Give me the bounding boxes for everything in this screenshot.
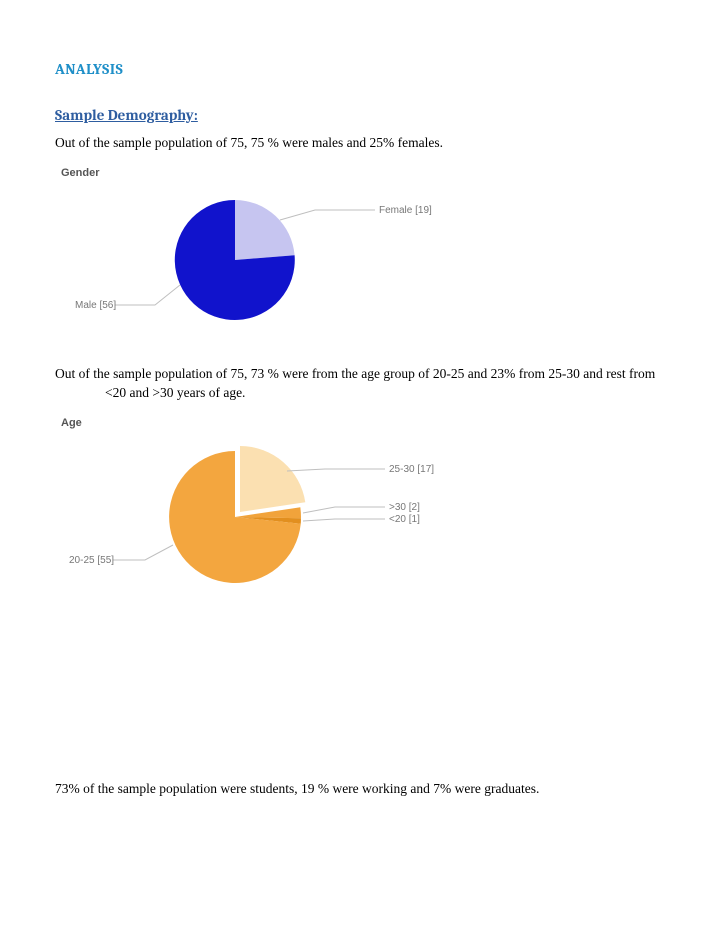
- leader-line: [303, 519, 385, 521]
- age-label-over30: >30 [2]: [389, 502, 420, 513]
- gender-label-female: Female [19]: [379, 205, 432, 216]
- leader-line: [280, 210, 375, 220]
- gender-pie-svg: Female [19] Male [56]: [55, 185, 475, 340]
- leader-line: [287, 469, 385, 471]
- age-label-20-25: 20-25 [55]: [69, 555, 114, 566]
- gender-label-male: Male [56]: [75, 300, 116, 311]
- paragraph-age: Out of the sample population of 75, 73 %…: [55, 365, 673, 403]
- age-label-25-30: 25-30 [17]: [389, 464, 434, 475]
- gender-chart-title: Gender: [61, 167, 673, 179]
- age-label-under20: <20 [1]: [389, 514, 420, 525]
- age-pie-svg: 25-30 [17] >30 [2] <20 [1] 20-25 [55]: [55, 435, 485, 605]
- paragraph-gender: Out of the sample population of 75, 75 %…: [55, 134, 673, 153]
- leader-line: [113, 545, 173, 560]
- paragraph-occupation: 73% of the sample population were studen…: [55, 780, 673, 799]
- leader-line: [115, 285, 180, 305]
- gender-chart: Gender Female [19] Male [56]: [55, 167, 673, 345]
- heading-sample-demography: Sample Demography:: [55, 106, 673, 124]
- gender-slice-female: [235, 200, 295, 260]
- leader-line: [303, 507, 385, 513]
- age-slice-25-30: [240, 446, 305, 512]
- age-chart-title: Age: [61, 417, 673, 429]
- age-chart: Age 25-30 [17] >30 [2] <20 [1] 20-25 [55…: [55, 417, 673, 610]
- heading-analysis: ANALYSIS: [55, 60, 673, 78]
